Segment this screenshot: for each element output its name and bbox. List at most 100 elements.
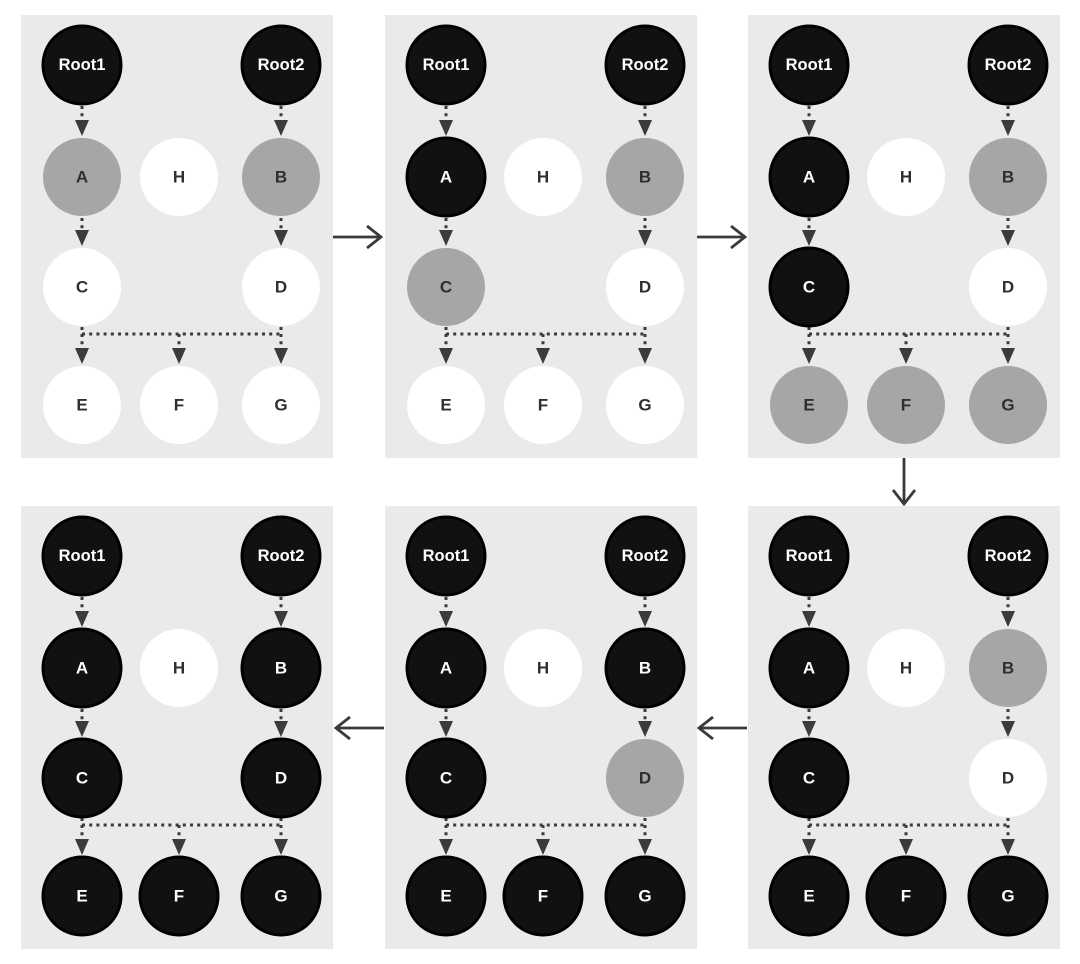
node-h: H: [867, 138, 945, 216]
node-root2: Root2: [240, 515, 322, 597]
node-h: H: [140, 138, 218, 216]
node-e-label: E: [803, 887, 814, 906]
node-h-label: H: [537, 168, 549, 187]
node-root1: Root1: [41, 515, 123, 597]
node-d-label: D: [275, 278, 287, 297]
node-e-label: E: [76, 887, 87, 906]
graph-step-3: Root1 Root2 A H B C D E F G: [768, 24, 1049, 444]
arrowhead-icon: [75, 839, 89, 855]
node-h: H: [504, 629, 582, 707]
node-b-label: B: [275, 168, 287, 187]
arrowhead-icon: [802, 120, 816, 136]
arrowhead-icon: [638, 839, 652, 855]
node-f-label: F: [174, 887, 184, 906]
node-e: E: [405, 855, 487, 937]
arrowhead-icon: [439, 348, 453, 364]
node-g: G: [604, 855, 686, 937]
panel-step-4: Root1 Root2 A H B C D E F G: [748, 506, 1060, 949]
node-e: E: [770, 366, 848, 444]
node-b: B: [242, 138, 320, 216]
node-root1: Root1: [405, 24, 487, 106]
node-e-label: E: [803, 396, 814, 415]
arrowhead-icon: [274, 348, 288, 364]
node-e: E: [41, 855, 123, 937]
node-h-label: H: [173, 659, 185, 678]
arrowhead-icon: [274, 230, 288, 246]
arrowhead-icon: [802, 721, 816, 737]
node-root1-label: Root1: [423, 56, 470, 74]
node-c: C: [43, 248, 121, 326]
node-g: G: [242, 366, 320, 444]
node-d: D: [969, 739, 1047, 817]
flow-arrow-step1-step2: [333, 224, 384, 250]
node-b-label: B: [275, 659, 287, 678]
arrowhead-icon: [1001, 230, 1015, 246]
node-f-label: F: [538, 396, 548, 415]
node-f: F: [504, 366, 582, 444]
graph-step-5: Root1 Root2 A H B C D E F G: [405, 515, 686, 937]
graph-step-2: Root1 Root2 A H B C D E F G: [405, 24, 686, 444]
flow-arrow-step2-step3: [697, 224, 748, 250]
arrowhead-icon: [274, 120, 288, 136]
node-d-label: D: [1002, 769, 1014, 788]
node-c-label: C: [440, 769, 452, 788]
node-d-label: D: [639, 769, 651, 788]
node-b: B: [969, 629, 1047, 707]
arrowhead-icon: [172, 348, 186, 364]
node-root2: Root2: [604, 24, 686, 106]
node-g-label: G: [638, 887, 651, 906]
node-d: D: [606, 248, 684, 326]
node-c-label: C: [803, 769, 815, 788]
arrowhead-icon: [1001, 120, 1015, 136]
node-root2: Root2: [967, 24, 1049, 106]
arrowhead-icon: [899, 348, 913, 364]
node-g-label: G: [1001, 396, 1014, 415]
node-root2-label: Root2: [985, 56, 1032, 74]
arrowhead-icon: [439, 721, 453, 737]
node-d: D: [969, 248, 1047, 326]
arrowhead-icon: [439, 120, 453, 136]
arrowhead-icon: [802, 348, 816, 364]
node-a: A: [405, 627, 487, 709]
node-root1: Root1: [768, 24, 850, 106]
node-g-label: G: [274, 887, 287, 906]
node-f-label: F: [901, 396, 911, 415]
flow-arrow-step3-step4: [891, 458, 917, 507]
node-f-label: F: [538, 887, 548, 906]
arrowhead-icon: [638, 721, 652, 737]
node-root1-label: Root1: [786, 56, 833, 74]
node-e: E: [768, 855, 850, 937]
node-g: G: [240, 855, 322, 937]
arrowhead-icon: [75, 120, 89, 136]
node-a-label: A: [803, 168, 815, 187]
node-c: C: [768, 246, 850, 328]
arrowhead-icon: [75, 721, 89, 737]
node-root1-label: Root1: [59, 547, 106, 565]
arrowhead-icon: [439, 839, 453, 855]
node-c: C: [768, 737, 850, 819]
node-c: C: [41, 737, 123, 819]
node-root2: Root2: [604, 515, 686, 597]
arrowhead-icon: [1001, 839, 1015, 855]
node-a-label: A: [76, 168, 88, 187]
arrowhead-icon: [274, 839, 288, 855]
node-a: A: [768, 627, 850, 709]
node-b: B: [969, 138, 1047, 216]
node-root2: Root2: [240, 24, 322, 106]
node-b: B: [240, 627, 322, 709]
node-d: D: [240, 737, 322, 819]
arrowhead-icon: [638, 611, 652, 627]
node-e-label: E: [76, 396, 87, 415]
arrowhead-icon: [638, 230, 652, 246]
node-h-label: H: [173, 168, 185, 187]
node-f-label: F: [174, 396, 184, 415]
arrowhead-icon: [274, 721, 288, 737]
arrowhead-icon: [439, 611, 453, 627]
node-d-label: D: [639, 278, 651, 297]
node-d-label: D: [275, 769, 287, 788]
node-f: F: [865, 855, 947, 937]
node-c: C: [405, 737, 487, 819]
arrowhead-icon: [802, 611, 816, 627]
arrowhead-icon: [536, 839, 550, 855]
node-d-label: D: [1002, 278, 1014, 297]
